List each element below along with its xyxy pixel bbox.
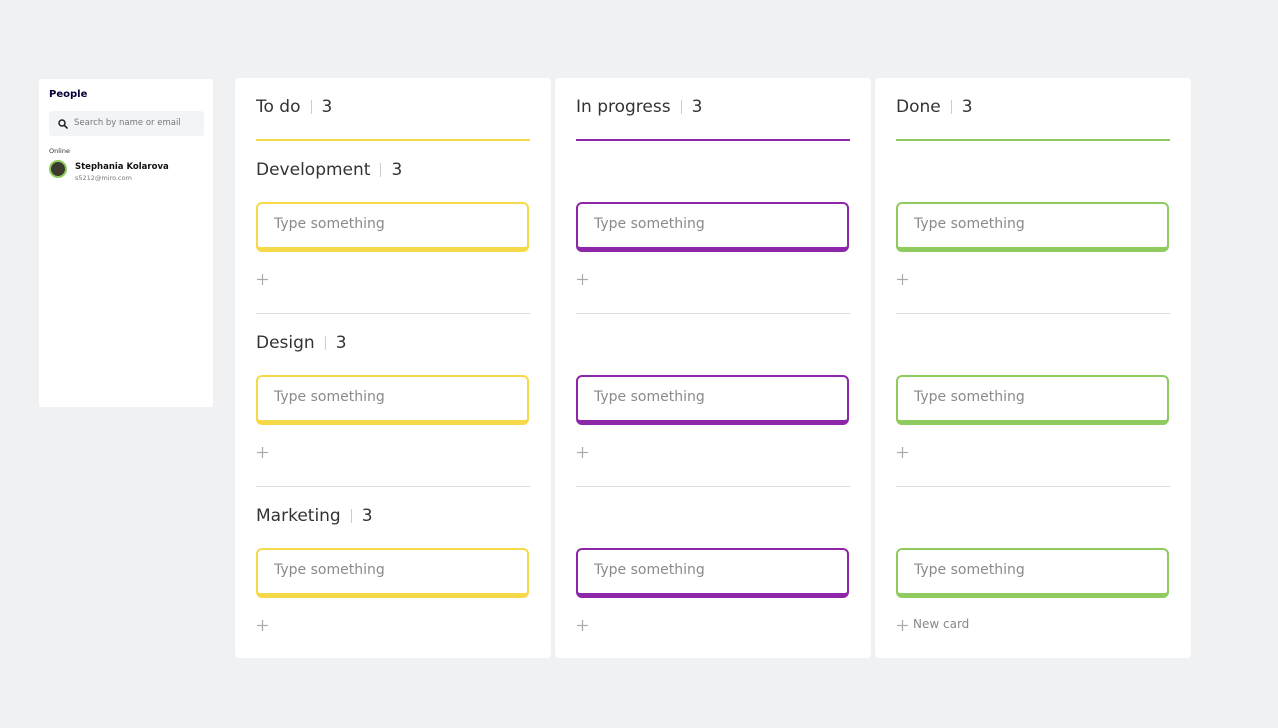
- column-header: In progress 3: [576, 97, 702, 117]
- avatar[interactable]: [49, 160, 67, 178]
- user-name: Stephania Kolarova: [75, 162, 169, 172]
- card-text: Type something: [594, 216, 705, 232]
- group-count: 3: [361, 506, 373, 526]
- column-title: To do: [256, 97, 301, 117]
- group-separator: [576, 486, 850, 487]
- group-title: Marketing: [256, 506, 341, 526]
- add-card-button[interactable]: [897, 447, 908, 458]
- add-card-button[interactable]: [257, 274, 268, 285]
- group-title: Design: [256, 333, 315, 353]
- card-text: Type something: [274, 562, 385, 578]
- group-separator: [896, 313, 1170, 314]
- column-count: 3: [691, 97, 703, 117]
- column-title: Done: [896, 97, 941, 117]
- column-title: In progress: [576, 97, 671, 117]
- card-text: Type something: [594, 562, 705, 578]
- add-card-button[interactable]: [897, 274, 908, 285]
- board-column: Done 3 Type something Type something Type so…: [875, 78, 1191, 658]
- divider: [950, 100, 952, 114]
- group-separator: [896, 486, 1170, 487]
- column-header: To do 3: [256, 97, 332, 117]
- column-underline: [896, 139, 1170, 141]
- column-header: Done 3: [896, 97, 973, 117]
- card[interactable]: Type something: [576, 548, 849, 598]
- group-header: Development 3: [256, 160, 402, 180]
- card[interactable]: Type something: [256, 202, 529, 252]
- group-separator: [256, 486, 530, 487]
- user-email: s5212@miro.com: [75, 174, 132, 182]
- card-text: Type something: [914, 216, 1025, 232]
- panel-title: People: [49, 89, 88, 100]
- card[interactable]: Type something: [256, 548, 529, 598]
- column-underline: [256, 139, 530, 141]
- group-count: 3: [391, 160, 403, 180]
- column-count: 3: [961, 97, 973, 117]
- add-card-button[interactable]: [577, 447, 588, 458]
- group-count: 3: [335, 333, 347, 353]
- divider: [350, 509, 352, 523]
- card[interactable]: Type something: [896, 548, 1169, 598]
- board-column: To do 3 Development 3 Type something Design 3 T…: [235, 78, 551, 658]
- group-header: Marketing 3: [256, 506, 373, 526]
- card[interactable]: Type something: [576, 202, 849, 252]
- people-panel: People Search by name or email Online St…: [39, 79, 213, 407]
- group-title: Development: [256, 160, 371, 180]
- group-separator: [256, 313, 530, 314]
- search-box[interactable]: Search by name or email: [49, 111, 204, 136]
- divider: [324, 336, 326, 350]
- add-card-button[interactable]: [577, 620, 588, 631]
- card[interactable]: Type something: [896, 202, 1169, 252]
- add-card-button[interactable]: [897, 620, 908, 631]
- status-label: Online: [49, 147, 70, 155]
- divider: [310, 100, 312, 114]
- card-text: Type something: [594, 389, 705, 405]
- search-icon: [58, 119, 68, 129]
- add-card-button[interactable]: [257, 620, 268, 631]
- card[interactable]: Type something: [576, 375, 849, 425]
- card-text: Type something: [274, 216, 385, 232]
- divider: [380, 163, 382, 177]
- add-card-button[interactable]: [257, 447, 268, 458]
- card[interactable]: Type something: [256, 375, 529, 425]
- column-count: 3: [321, 97, 333, 117]
- card-text: Type something: [914, 389, 1025, 405]
- column-underline: [576, 139, 850, 141]
- card-text: Type something: [274, 389, 385, 405]
- add-card-button[interactable]: [577, 274, 588, 285]
- group-separator: [576, 313, 850, 314]
- card-text: Type something: [914, 562, 1025, 578]
- board-column: In progress 3 Type something Type something…: [555, 78, 871, 658]
- search-placeholder: Search by name or email: [74, 118, 181, 128]
- card[interactable]: Type something: [896, 375, 1169, 425]
- new-card-label[interactable]: New card: [913, 617, 970, 631]
- divider: [680, 100, 682, 114]
- group-header: Design 3: [256, 333, 347, 353]
